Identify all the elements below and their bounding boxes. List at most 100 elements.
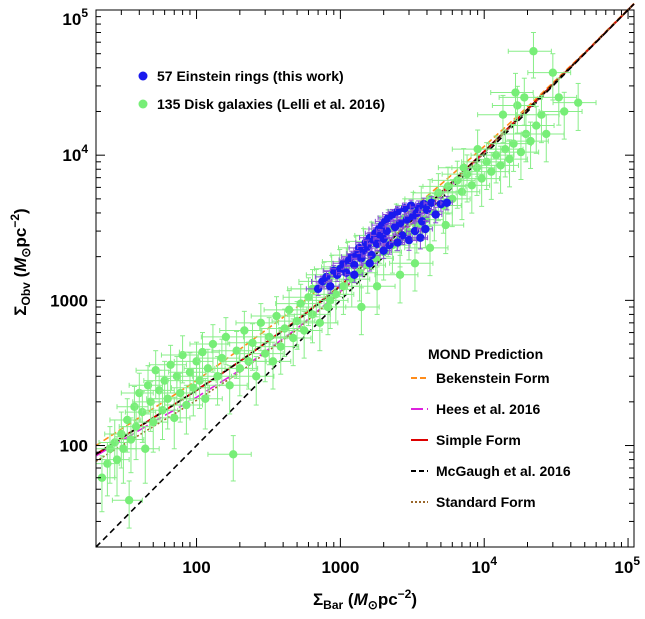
disk-galaxy-marker — [201, 394, 210, 403]
einstein-ring-point — [392, 227, 411, 245]
disk-galaxy-point — [419, 205, 465, 255]
disk-galaxy-marker — [229, 450, 238, 459]
disk-galaxy-point — [148, 344, 187, 394]
disk-galaxy-point — [490, 72, 534, 121]
einstein-ring-point — [344, 267, 363, 283]
disk-galaxy-point — [510, 105, 555, 154]
disk-galaxy-marker — [357, 302, 366, 312]
disk-galaxy-point — [255, 327, 300, 375]
disk-galaxy-marker — [511, 88, 520, 97]
disk-galaxy-marker — [498, 110, 508, 119]
einstein-ring-marker — [427, 198, 436, 207]
einstein-ring-point — [417, 219, 433, 240]
disk-galaxy-point — [477, 94, 522, 144]
disk-galaxy-marker — [126, 435, 136, 444]
disk-galaxy-marker — [235, 364, 245, 373]
disk-galaxy-point — [204, 365, 248, 415]
disk-galaxy-point — [552, 82, 597, 131]
disk-galaxy-marker — [232, 346, 241, 355]
disk-galaxy-point — [527, 53, 572, 101]
disk-galaxy-marker — [119, 444, 128, 453]
disk-galaxy-point — [227, 323, 271, 371]
disk-galaxy-point — [181, 377, 223, 430]
disk-galaxy-point — [243, 317, 288, 366]
x-tick-label: 104 — [471, 554, 497, 577]
einstein-ring-point — [423, 196, 439, 211]
plot-area — [96, 10, 634, 547]
disk-galaxy-point — [498, 77, 543, 126]
disk-galaxy-marker — [176, 388, 185, 398]
plot-frame — [95, 9, 635, 548]
x-tick-label: 1000 — [321, 558, 359, 577]
disk-galaxy-marker — [252, 372, 261, 381]
mond-legend: MOND Prediction Bekenstein Form Hees et al… — [411, 346, 571, 510]
disk-galaxy-marker — [135, 388, 144, 398]
disk-galaxy-marker — [276, 342, 285, 351]
disk-galaxy-point — [451, 129, 497, 178]
disk-galaxy-point — [109, 398, 142, 453]
disk-galaxy-marker — [268, 357, 278, 366]
disk-galaxy-marker — [299, 326, 309, 335]
disk-galaxy-marker — [516, 147, 526, 157]
disk-galaxy-marker — [189, 383, 198, 392]
disk-galaxy-point — [214, 348, 259, 397]
legend-entry: 135 Disk galaxies (Lelli et al. 2016) — [138, 96, 385, 112]
disk-galaxy-point — [336, 287, 380, 336]
disk-galaxy-marker — [163, 394, 172, 403]
disk-galaxy-marker — [573, 98, 583, 107]
disk-galaxy-marker — [326, 296, 335, 305]
disk-galaxy-marker — [425, 243, 435, 253]
disk-galaxy-point — [507, 31, 552, 79]
disk-galaxy-marker — [192, 357, 201, 366]
disk-galaxy-marker — [240, 326, 249, 335]
y-axis-title: ΣObv (M⊙pc−2) — [8, 208, 33, 315]
disk-galaxy-point — [192, 356, 236, 406]
disk-galaxy-marker — [434, 188, 443, 198]
disk-galaxy-marker — [453, 176, 462, 185]
einstein-ring-marker — [417, 217, 427, 226]
einstein-ring-marker — [393, 238, 402, 247]
y-tick-label: 100 — [60, 437, 88, 456]
disk-galaxy-marker — [501, 144, 510, 154]
disk-galaxy-marker — [467, 181, 477, 190]
disk-galaxy-point — [431, 160, 476, 209]
disk-galaxy-marker — [172, 372, 182, 381]
disk-galaxy-point — [247, 341, 292, 390]
einstein-ring-marker — [342, 268, 351, 277]
disk-galaxy-marker — [513, 101, 522, 110]
disk-galaxy-point — [160, 335, 199, 384]
disk-galaxy-marker — [560, 107, 569, 116]
disk-galaxy-marker — [182, 400, 191, 410]
disk-galaxy-marker — [520, 93, 529, 102]
disk-galaxy-marker — [260, 349, 270, 358]
disk-galaxy-marker — [529, 47, 538, 56]
disk-galaxy-point — [294, 303, 339, 352]
y-tick-label: 105 — [62, 6, 88, 29]
x-tick-label: 105 — [614, 554, 640, 577]
disk-galaxy-marker — [272, 311, 281, 321]
disk-galaxy-point — [437, 148, 483, 196]
einstein-ring-marker — [379, 246, 388, 255]
disk-galaxy-marker — [372, 282, 382, 291]
disk-galaxy-point — [374, 254, 419, 304]
disk-galaxy-marker — [542, 129, 551, 139]
legend-label: Bekenstein Form — [436, 370, 550, 386]
disk-galaxy-marker — [208, 339, 218, 349]
disk-galaxy-point — [111, 480, 143, 529]
disk-galaxy-marker — [459, 163, 468, 172]
einstein-ring-point — [374, 243, 392, 260]
disk-galaxy-marker — [526, 136, 535, 146]
einstein-ring-marker — [350, 270, 359, 279]
einstein-ring-point — [389, 234, 406, 252]
einstein-ring-marker — [431, 210, 440, 219]
disk-galaxy-point — [152, 396, 191, 450]
disk-galaxy-point — [189, 324, 231, 373]
y-tick-label: 1000 — [50, 291, 88, 310]
disk-galaxy-point — [211, 331, 255, 379]
einstein-ring-marker — [421, 224, 430, 234]
einstein-ring-marker — [350, 260, 359, 270]
disk-galaxy-point — [484, 139, 528, 188]
disk-galaxy-point — [183, 348, 226, 397]
disk-galaxy-marker — [170, 413, 179, 423]
einstein-ring-marker — [406, 201, 416, 210]
